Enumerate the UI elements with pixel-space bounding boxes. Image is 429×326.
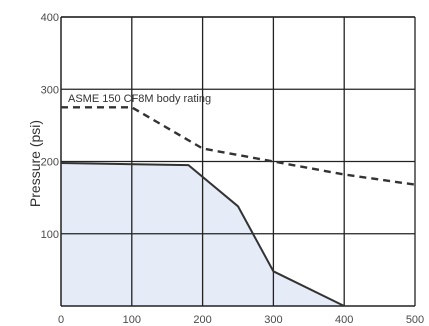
y-tick-label: 200 <box>41 157 59 169</box>
grid-layer <box>60 16 416 307</box>
x-tick-label: 400 <box>335 314 353 326</box>
y-tick-label: 400 <box>41 12 59 24</box>
x-tick-label: 300 <box>264 314 282 326</box>
x-tick-label: 100 <box>123 314 141 326</box>
x-tick-label: 0 <box>58 314 64 326</box>
series-layer <box>60 106 416 307</box>
x-tick-label: 200 <box>193 314 211 326</box>
series-0-line <box>60 161 345 307</box>
x-tick-label: 500 <box>406 314 424 326</box>
tick-layer: 0 100 200 300 400 500 100 200 300 400 <box>41 12 425 326</box>
y-tick-label: 300 <box>41 84 59 96</box>
annotation-asme-rating: ASME 150 CF8M body rating <box>68 93 211 105</box>
y-tick-label: 100 <box>41 229 59 241</box>
y-axis-label: Pressure (psi) <box>27 120 43 207</box>
